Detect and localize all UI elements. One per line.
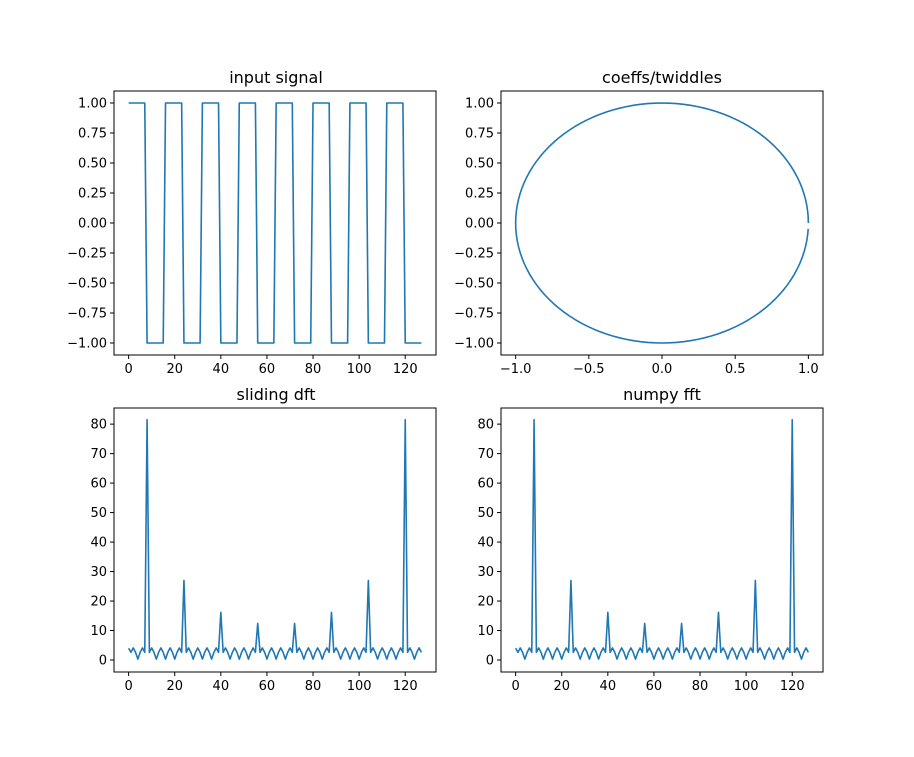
y-tick-label: 0.75 [78, 127, 107, 142]
y-tick-label: 0 [99, 654, 107, 669]
y-tick-label: 0 [486, 654, 494, 669]
x-tick-label: 1.0 [798, 362, 819, 377]
y-tick-label: 60 [477, 477, 494, 492]
y-tick-label: 0.25 [78, 187, 107, 202]
y-tick-label: −0.75 [67, 307, 107, 322]
y-tick-label: 10 [477, 624, 494, 639]
x-tick-label: 120 [393, 362, 418, 377]
y-tick-label: −0.50 [67, 277, 107, 292]
y-tick-label: 20 [477, 595, 494, 610]
y-tick-label: 20 [90, 595, 107, 610]
y-tick-label: 30 [477, 565, 494, 580]
subplot-coeffs-twiddles: coeffs/twiddles −1.0 −0.5 0.0 0.5 1.0 1.00 0.7… [454, 68, 824, 377]
x-tick-label: 0 [124, 679, 132, 694]
y-tick-label: −0.25 [454, 247, 494, 262]
x-tick-label: 100 [347, 679, 372, 694]
x-tick-label: 60 [259, 362, 276, 377]
y-tick-label: 0.25 [465, 187, 494, 202]
x-tick-label: 0.0 [652, 362, 673, 377]
y-tick-label: 30 [90, 565, 107, 580]
y-tick-label: 0.00 [78, 217, 107, 232]
x-tick-label: −0.5 [573, 362, 605, 377]
y-tick-label: −1.00 [454, 337, 494, 352]
subplot-title: input signal [229, 68, 323, 87]
x-tick-label: 60 [259, 679, 276, 694]
y-tick-label: 0.50 [78, 157, 107, 172]
x-tick-label: 80 [305, 362, 322, 377]
x-tick-label: 20 [553, 679, 570, 694]
x-tick-label: −1.0 [500, 362, 532, 377]
y-tick-label: 0.00 [465, 217, 494, 232]
y-tick-label: 0.75 [465, 127, 494, 142]
y-tick-label: −0.25 [67, 247, 107, 262]
subplot-title: numpy fft [623, 385, 701, 404]
series-line [514, 418, 810, 660]
y-tick-label: 70 [90, 447, 107, 462]
y-tick-label: 70 [477, 447, 494, 462]
y-tick-label: 60 [90, 477, 107, 492]
series-line [514, 102, 810, 344]
axes-frame [113, 407, 437, 673]
x-tick-label: 40 [213, 679, 230, 694]
series-line [128, 102, 422, 344]
y-tick-label: −0.75 [454, 307, 494, 322]
y-tick-label: 50 [90, 506, 107, 521]
y-tick-label: 80 [477, 418, 494, 433]
x-tick-label: 0 [124, 362, 132, 377]
y-tick-label: 1.00 [465, 97, 494, 112]
y-tick-label: −1.00 [67, 337, 107, 352]
y-tick-label: 1.00 [78, 97, 107, 112]
subplot-numpy-fft: numpy fft 0 20 40 60 80 100 120 0 10 20 30 40 50 60 70… [477, 385, 824, 694]
y-tick-label: 0.50 [465, 157, 494, 172]
y-tick-label: 80 [90, 418, 107, 433]
subplot-title: sliding dft [237, 385, 316, 404]
series-line [127, 418, 423, 660]
y-tick-label: 40 [477, 536, 494, 551]
axes-frame [500, 407, 824, 673]
x-tick-label: 60 [646, 679, 663, 694]
x-tick-label: 0.5 [725, 362, 746, 377]
subplot-sliding-dft: sliding dft 0 20 40 60 80 100 120 0 10 20 30 40 50 60… [90, 385, 437, 694]
y-tick-label: −0.50 [454, 277, 494, 292]
y-tick-label: 10 [90, 624, 107, 639]
x-tick-label: 100 [347, 362, 372, 377]
x-tick-label: 100 [734, 679, 759, 694]
x-tick-label: 80 [692, 679, 709, 694]
x-tick-label: 120 [780, 679, 805, 694]
x-tick-label: 20 [166, 679, 183, 694]
x-tick-label: 120 [393, 679, 418, 694]
x-tick-label: 80 [305, 679, 322, 694]
x-tick-label: 40 [600, 679, 617, 694]
y-tick-label: 40 [90, 536, 107, 551]
subplot-title: coeffs/twiddles [602, 68, 722, 87]
x-tick-label: 40 [213, 362, 230, 377]
y-tick-label: 50 [477, 506, 494, 521]
x-tick-label: 0 [511, 679, 519, 694]
x-tick-label: 20 [166, 362, 183, 377]
